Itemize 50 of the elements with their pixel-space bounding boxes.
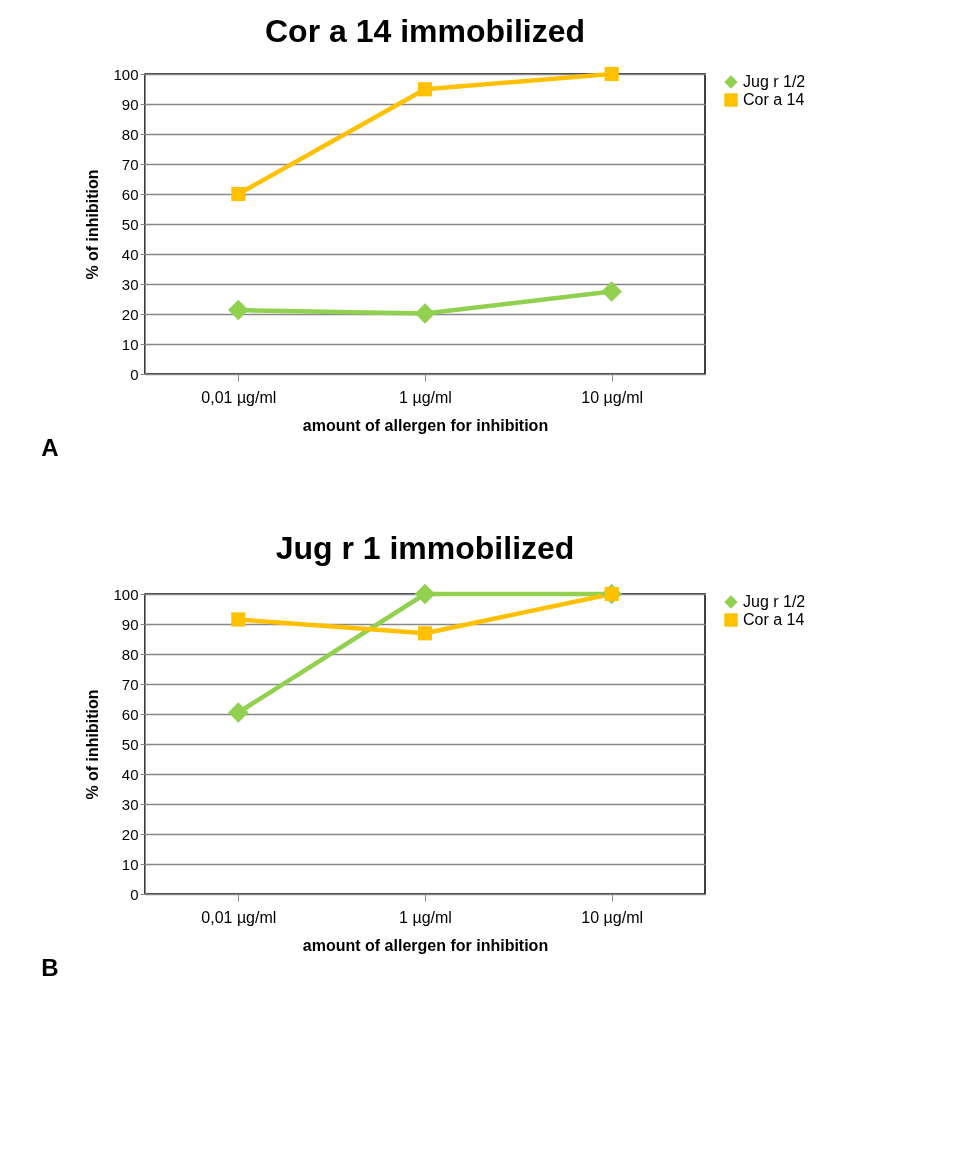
legend-label: Jug r 1/2 [743, 593, 806, 610]
chart-title: Cor a 14 immobilized [264, 12, 586, 49]
y-tick-label: 30 [121, 275, 139, 293]
x-tick-label: 1 µg/ml [399, 908, 452, 926]
point [231, 612, 246, 627]
y-tick-label: 70 [121, 155, 139, 173]
x-axis-title: amount of allergen for inhibition [302, 416, 549, 434]
y-tick-label: 100 [113, 65, 139, 83]
y-tick-label: 10 [121, 335, 139, 353]
point [414, 303, 436, 324]
x-tick-label: 10 µg/ml [581, 908, 644, 926]
legend-label: Cor a 14 [743, 91, 805, 108]
text: B [41, 954, 59, 981]
y-tick-label: 60 [121, 705, 139, 723]
y-tick-label: 20 [121, 825, 139, 843]
y-axis-title: % of inhibition [84, 169, 102, 280]
y-tick-label: 80 [121, 125, 139, 143]
point [604, 66, 619, 82]
y-tick-label: 80 [121, 645, 139, 663]
point [414, 583, 436, 605]
y-tick-label: 40 [121, 765, 139, 783]
x-axis-title: amount of allergen for inhibition [302, 936, 549, 954]
legend-label: Cor a 14 [743, 611, 805, 628]
chart-title: Jug r 1 immobilized [275, 529, 575, 566]
point [228, 299, 249, 321]
legend-label: Jug r 1/2 [743, 73, 806, 90]
point [228, 702, 249, 723]
point [417, 82, 433, 97]
text: A [41, 434, 59, 461]
y-tick-label: 10 [121, 855, 139, 873]
y-tick-label: 20 [121, 305, 139, 323]
point [417, 626, 433, 641]
y-axis-title: % of inhibition [84, 689, 102, 800]
y-tick-label: 50 [121, 735, 139, 753]
y-tick-label: 0 [130, 365, 139, 383]
y-tick-label: 70 [121, 675, 139, 693]
y-tick-label: 40 [121, 245, 139, 263]
y-tick-label: 50 [121, 215, 139, 233]
y-tick-label: 60 [121, 185, 139, 203]
point [231, 186, 246, 202]
y-tick-label: 0 [130, 885, 139, 903]
x-tick-label: 1 µg/ml [399, 388, 452, 406]
point [601, 281, 622, 302]
y-tick-label: 90 [121, 95, 139, 113]
y-tick-label: 100 [113, 585, 139, 603]
x-tick-label: 0,01 µg/ml [201, 388, 277, 406]
x-tick-label: 10 µg/ml [581, 388, 644, 406]
x-tick-label: 0,01 µg/ml [201, 908, 277, 926]
y-tick-label: 30 [121, 795, 139, 813]
y-tick-label: 90 [121, 615, 139, 633]
